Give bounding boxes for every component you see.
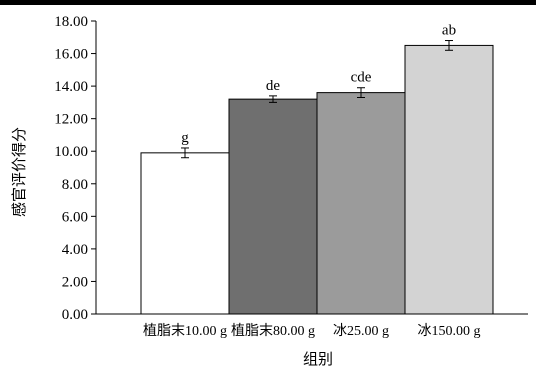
top-rule bbox=[0, 0, 536, 5]
significance-label: cde bbox=[351, 70, 372, 86]
bar bbox=[404, 44, 494, 315]
bar bbox=[228, 98, 318, 315]
y-tick-label: 14.00 bbox=[54, 79, 88, 95]
y-tick-label: 8.00 bbox=[62, 177, 88, 193]
y-tick-label: 0.00 bbox=[62, 307, 88, 323]
y-tick-label: 16.00 bbox=[54, 47, 88, 63]
y-tick-label: 10.00 bbox=[54, 144, 88, 160]
y-tick-label: 6.00 bbox=[62, 209, 88, 225]
significance-label: ab bbox=[442, 23, 456, 39]
x-tick-label: 冰25.00 g bbox=[333, 323, 389, 339]
x-axis-title: 组别 bbox=[303, 351, 333, 368]
y-tick-label: 18.00 bbox=[54, 14, 88, 30]
y-tick-label: 4.00 bbox=[62, 242, 88, 258]
bar bbox=[140, 152, 230, 315]
significance-label: g bbox=[181, 130, 189, 146]
significance-label: de bbox=[266, 78, 281, 94]
x-axis: 植脂末10.00 g 植脂末80.00 g 冰25.00 g 冰150.00 g bbox=[96, 313, 528, 339]
y-tick-label: 2.00 bbox=[62, 274, 88, 290]
y-axis-title: 感官评价得分 bbox=[11, 127, 28, 217]
bars-group: g de cde ab bbox=[140, 23, 494, 315]
x-tick-label: 植脂末10.00 g bbox=[143, 323, 227, 339]
x-tick-label: 冰150.00 g bbox=[418, 323, 481, 339]
bar bbox=[316, 92, 406, 315]
y-axis: 0.00 2.00 4.00 6.00 8.00 10.00 12.00 14.00 16.00… bbox=[54, 14, 97, 323]
x-tick-label: 植脂末80.00 g bbox=[231, 323, 315, 339]
y-tick-label: 12.00 bbox=[54, 112, 88, 128]
